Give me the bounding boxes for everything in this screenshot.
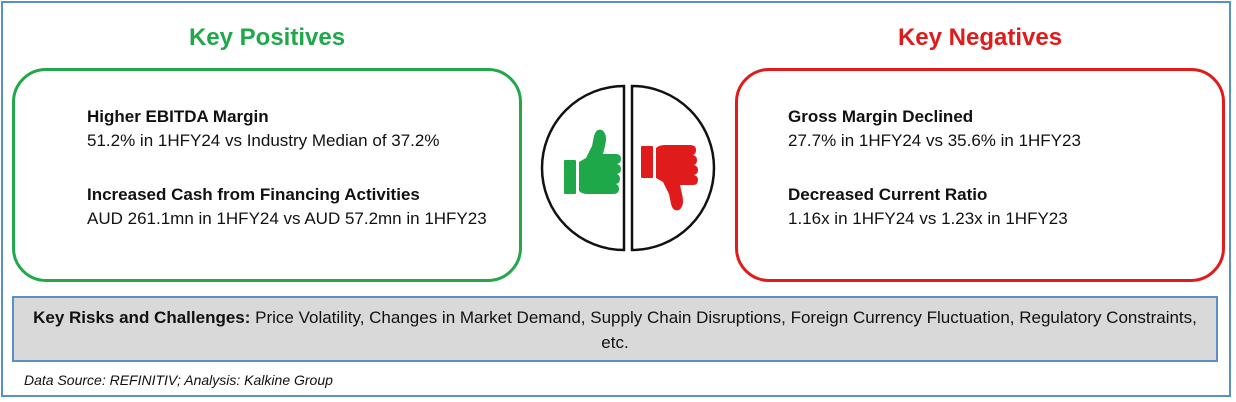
thumbs-down-icon bbox=[641, 145, 698, 211]
data-source-note: Data Source: REFINITIV; Analysis: Kalkin… bbox=[24, 372, 333, 388]
negative-item-title: Gross Margin Declined bbox=[788, 107, 974, 126]
positives-card: Higher EBITDA Margin 51.2% in 1HFY24 vs … bbox=[12, 68, 522, 282]
negatives-card: Gross Margin Declined 27.7% in 1HFY24 vs… bbox=[735, 68, 1225, 282]
key-positives-heading: Key Positives bbox=[188, 24, 346, 51]
positive-item-detail: AUD 261.1mn in 1HFY24 vs AUD 57.2mn in 1… bbox=[87, 209, 487, 228]
negative-item-title: Decreased Current Ratio bbox=[788, 185, 988, 204]
positive-item: Increased Cash from Financing Activities… bbox=[87, 183, 487, 231]
negative-item-detail: 1.16x in 1HFY24 vs 1.23x in 1HFY23 bbox=[788, 209, 1068, 228]
positive-item-title: Increased Cash from Financing Activities bbox=[87, 185, 420, 204]
positive-item: Higher EBITDA Margin 51.2% in 1HFY24 vs … bbox=[87, 105, 439, 153]
negative-item: Decreased Current Ratio 1.16x in 1HFY24 … bbox=[788, 183, 1068, 231]
negative-item-detail: 27.7% in 1HFY24 vs 35.6% in 1HFY23 bbox=[788, 131, 1081, 150]
key-risks-label: Key Risks and Challenges: bbox=[33, 308, 251, 327]
key-negatives-heading: Key Negatives bbox=[897, 24, 1063, 51]
thumbs-circle bbox=[540, 84, 716, 252]
key-risks-box: Key Risks and Challenges: Price Volatili… bbox=[12, 296, 1218, 362]
positive-item-detail: 51.2% in 1HFY24 vs Industry Median of 37… bbox=[87, 131, 440, 150]
positive-item-title: Higher EBITDA Margin bbox=[87, 107, 269, 126]
key-risks-text: Price Volatility, Changes in Market Dema… bbox=[250, 308, 1197, 352]
thumbs-up-icon bbox=[564, 129, 621, 194]
negative-item: Gross Margin Declined 27.7% in 1HFY24 vs… bbox=[788, 105, 1081, 153]
